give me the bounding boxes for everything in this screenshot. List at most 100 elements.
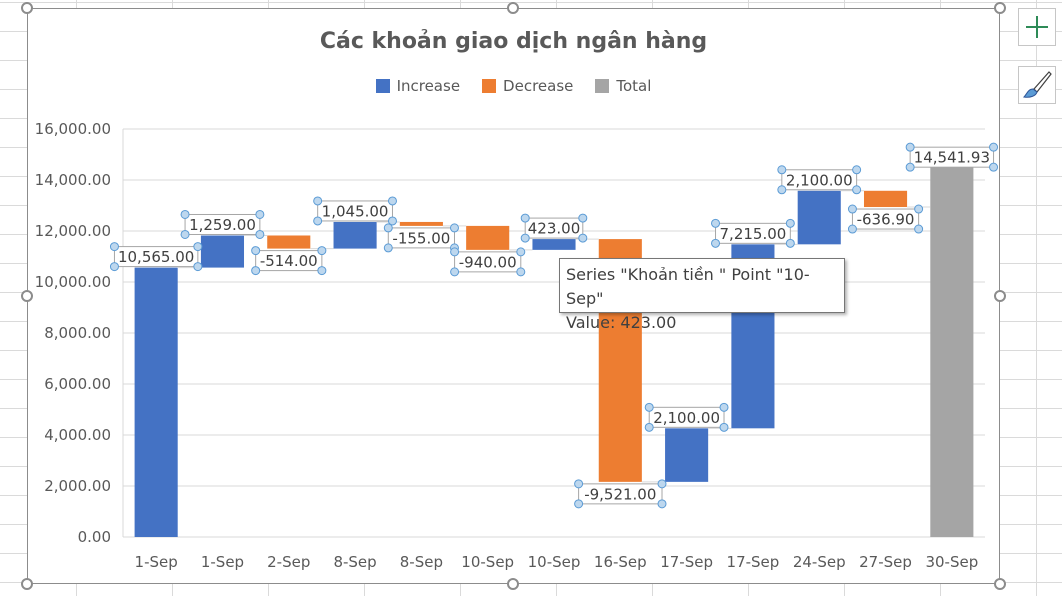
legend: Increase Decrease Total: [28, 77, 999, 95]
label-selection-handle[interactable]: [578, 213, 588, 223]
data-label-box[interactable]: [715, 222, 791, 244]
label-selection-handle[interactable]: [317, 246, 327, 256]
y-tick-label: 2,000.00: [44, 477, 111, 495]
label-selection-handle[interactable]: [657, 499, 667, 509]
label-selection-handle[interactable]: [852, 185, 862, 195]
bar-increase[interactable]: [797, 190, 841, 245]
label-selection-handle[interactable]: [711, 238, 721, 248]
label-selection-handle[interactable]: [711, 218, 721, 228]
label-selection-handle[interactable]: [905, 162, 915, 172]
label-selection-handle[interactable]: [180, 229, 190, 239]
label-selection-handle[interactable]: [516, 267, 526, 277]
label-selection-handle[interactable]: [313, 196, 323, 206]
data-label-box[interactable]: [255, 250, 323, 272]
data-label: 1,045.00: [322, 202, 389, 220]
bar-increase[interactable]: [532, 239, 576, 250]
resize-handle-bottom-right[interactable]: [994, 578, 1006, 590]
label-selection-handle[interactable]: [193, 262, 203, 272]
data-label-box[interactable]: [851, 208, 920, 230]
label-selection-handle[interactable]: [574, 499, 584, 509]
label-selection-handle[interactable]: [574, 479, 584, 489]
resize-handle-left[interactable]: [21, 290, 33, 302]
label-selection-handle[interactable]: [387, 216, 397, 226]
resize-handle-top[interactable]: [507, 2, 519, 14]
legend-item-increase[interactable]: Increase: [375, 77, 460, 95]
label-selection-handle[interactable]: [516, 247, 526, 257]
bar-decrease[interactable]: [399, 221, 443, 226]
label-selection-handle[interactable]: [251, 246, 261, 256]
bar-increase[interactable]: [200, 235, 245, 268]
label-selection-handle[interactable]: [520, 233, 530, 243]
data-label: 14,541.93: [914, 149, 990, 167]
data-label-box[interactable]: [184, 213, 261, 235]
legend-item-total[interactable]: Total: [595, 77, 651, 95]
label-selection-handle[interactable]: [847, 204, 857, 214]
label-selection-handle[interactable]: [847, 224, 857, 234]
data-label-box[interactable]: [387, 227, 455, 249]
data-label-box[interactable]: [317, 200, 393, 222]
data-label-box[interactable]: [648, 406, 725, 428]
data-label: 2,100.00: [653, 409, 720, 427]
data-label-box[interactable]: [578, 483, 663, 505]
label-selection-handle[interactable]: [520, 213, 530, 223]
bar-decrease[interactable]: [466, 225, 510, 250]
label-selection-handle[interactable]: [719, 402, 729, 412]
label-selection-handle[interactable]: [255, 209, 265, 219]
chart-styles-button[interactable]: [1018, 66, 1056, 104]
data-label-box[interactable]: [781, 169, 858, 191]
bar-increase[interactable]: [134, 267, 178, 537]
label-selection-handle[interactable]: [644, 422, 654, 432]
bar-total[interactable]: [930, 166, 974, 537]
label-selection-handle[interactable]: [387, 196, 397, 206]
bar-decrease[interactable]: [267, 235, 311, 249]
label-selection-handle[interactable]: [914, 204, 924, 214]
data-label: -514.00: [260, 252, 318, 270]
label-selection-handle[interactable]: [719, 422, 729, 432]
label-selection-handle[interactable]: [251, 266, 261, 276]
label-selection-handle[interactable]: [578, 233, 588, 243]
y-tick-label: 12,000.00: [35, 222, 111, 240]
chart-elements-button[interactable]: [1018, 8, 1056, 46]
label-selection-handle[interactable]: [450, 267, 460, 277]
label-selection-handle[interactable]: [109, 242, 119, 252]
label-selection-handle[interactable]: [255, 229, 265, 239]
resize-handle-top-left[interactable]: [21, 2, 33, 14]
x-tick-label: 10-Sep: [461, 553, 514, 571]
legend-item-decrease[interactable]: Decrease: [482, 77, 573, 95]
label-selection-handle[interactable]: [317, 266, 327, 276]
label-selection-handle[interactable]: [193, 242, 203, 252]
label-selection-handle[interactable]: [785, 238, 795, 248]
label-selection-handle[interactable]: [644, 402, 654, 412]
resize-handle-top-right[interactable]: [994, 2, 1006, 14]
label-selection-handle[interactable]: [383, 243, 393, 253]
label-selection-handle[interactable]: [180, 209, 190, 219]
label-selection-handle[interactable]: [777, 165, 787, 175]
label-selection-handle[interactable]: [109, 262, 119, 272]
label-selection-handle[interactable]: [657, 479, 667, 489]
label-selection-handle[interactable]: [989, 162, 999, 172]
x-tick-label: 8-Sep: [333, 553, 376, 571]
data-label-box[interactable]: [454, 251, 522, 273]
data-label-box[interactable]: [909, 146, 995, 168]
resize-handle-bottom-left[interactable]: [21, 578, 33, 590]
x-tick-label: 27-Sep: [859, 553, 912, 571]
label-selection-handle[interactable]: [383, 223, 393, 233]
bar-increase[interactable]: [665, 428, 709, 482]
label-selection-handle[interactable]: [449, 223, 459, 233]
data-label-box[interactable]: [524, 217, 584, 239]
label-selection-handle[interactable]: [313, 216, 323, 226]
bar-increase[interactable]: [333, 221, 377, 249]
data-label-box[interactable]: [113, 246, 199, 268]
label-selection-handle[interactable]: [777, 185, 787, 195]
label-selection-handle[interactable]: [852, 165, 862, 175]
resize-handle-bottom[interactable]: [507, 578, 519, 590]
label-selection-handle[interactable]: [989, 142, 999, 152]
resize-handle-right[interactable]: [994, 290, 1006, 302]
label-selection-handle[interactable]: [450, 247, 460, 257]
legend-swatch-decrease: [482, 79, 497, 93]
label-selection-handle[interactable]: [914, 224, 924, 234]
label-selection-handle[interactable]: [785, 218, 795, 228]
label-selection-handle[interactable]: [905, 142, 915, 152]
bar-decrease[interactable]: [863, 190, 908, 208]
